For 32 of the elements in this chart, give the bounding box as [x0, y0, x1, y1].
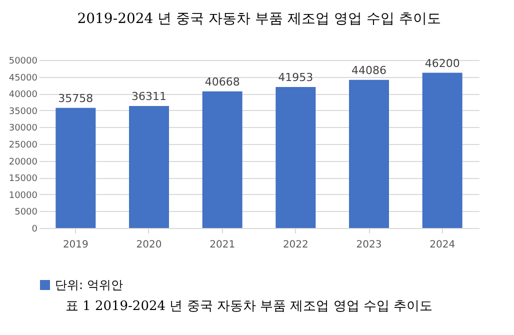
data-label: 35758: [58, 92, 94, 105]
x-tick-label: 2020: [136, 240, 162, 250]
data-label: 40668: [204, 75, 240, 88]
bar: [349, 80, 389, 228]
x-tick-label: 2022: [282, 240, 308, 250]
y-tick-label: 50000: [8, 56, 38, 66]
bar: [129, 106, 169, 228]
y-tick-label: 5000: [14, 208, 38, 218]
chart-title: 2019-2024 년 중국 자동차 부품 제조업 영업 수입 추이도: [77, 11, 441, 27]
x-tick-label: 2021: [210, 240, 236, 250]
y-tick-label: 30000: [8, 124, 38, 134]
data-label: 36311: [132, 90, 166, 103]
y-tick-label: 10000: [8, 190, 38, 201]
bar: [56, 108, 96, 228]
bar: [422, 72, 462, 228]
data-label: 46200: [424, 56, 460, 70]
text: 표 1 2019-2024 년 중국 자동차 부품 제조업 영업 수입 추이도: [65, 299, 433, 314]
data-label: 41953: [278, 71, 314, 84]
y-tick-label: 35000: [8, 106, 38, 117]
y-tick-label: 0: [32, 224, 38, 234]
x-tick-label: 2023: [356, 240, 382, 250]
y-tick-label: 25000: [8, 140, 38, 150]
bar: [276, 87, 316, 228]
data-label: 44086: [352, 64, 386, 77]
x-tick-label: 2024: [430, 240, 456, 250]
x-tick-label: 2019: [62, 240, 88, 250]
legend-label: 단위: 억위안: [55, 278, 123, 292]
bar: [202, 91, 242, 228]
y-tick-label: 15000: [8, 174, 38, 184]
y-tick-label: 40000: [8, 90, 38, 100]
y-tick-label: 20000: [8, 157, 38, 168]
y-tick-label: 45000: [8, 73, 38, 84]
